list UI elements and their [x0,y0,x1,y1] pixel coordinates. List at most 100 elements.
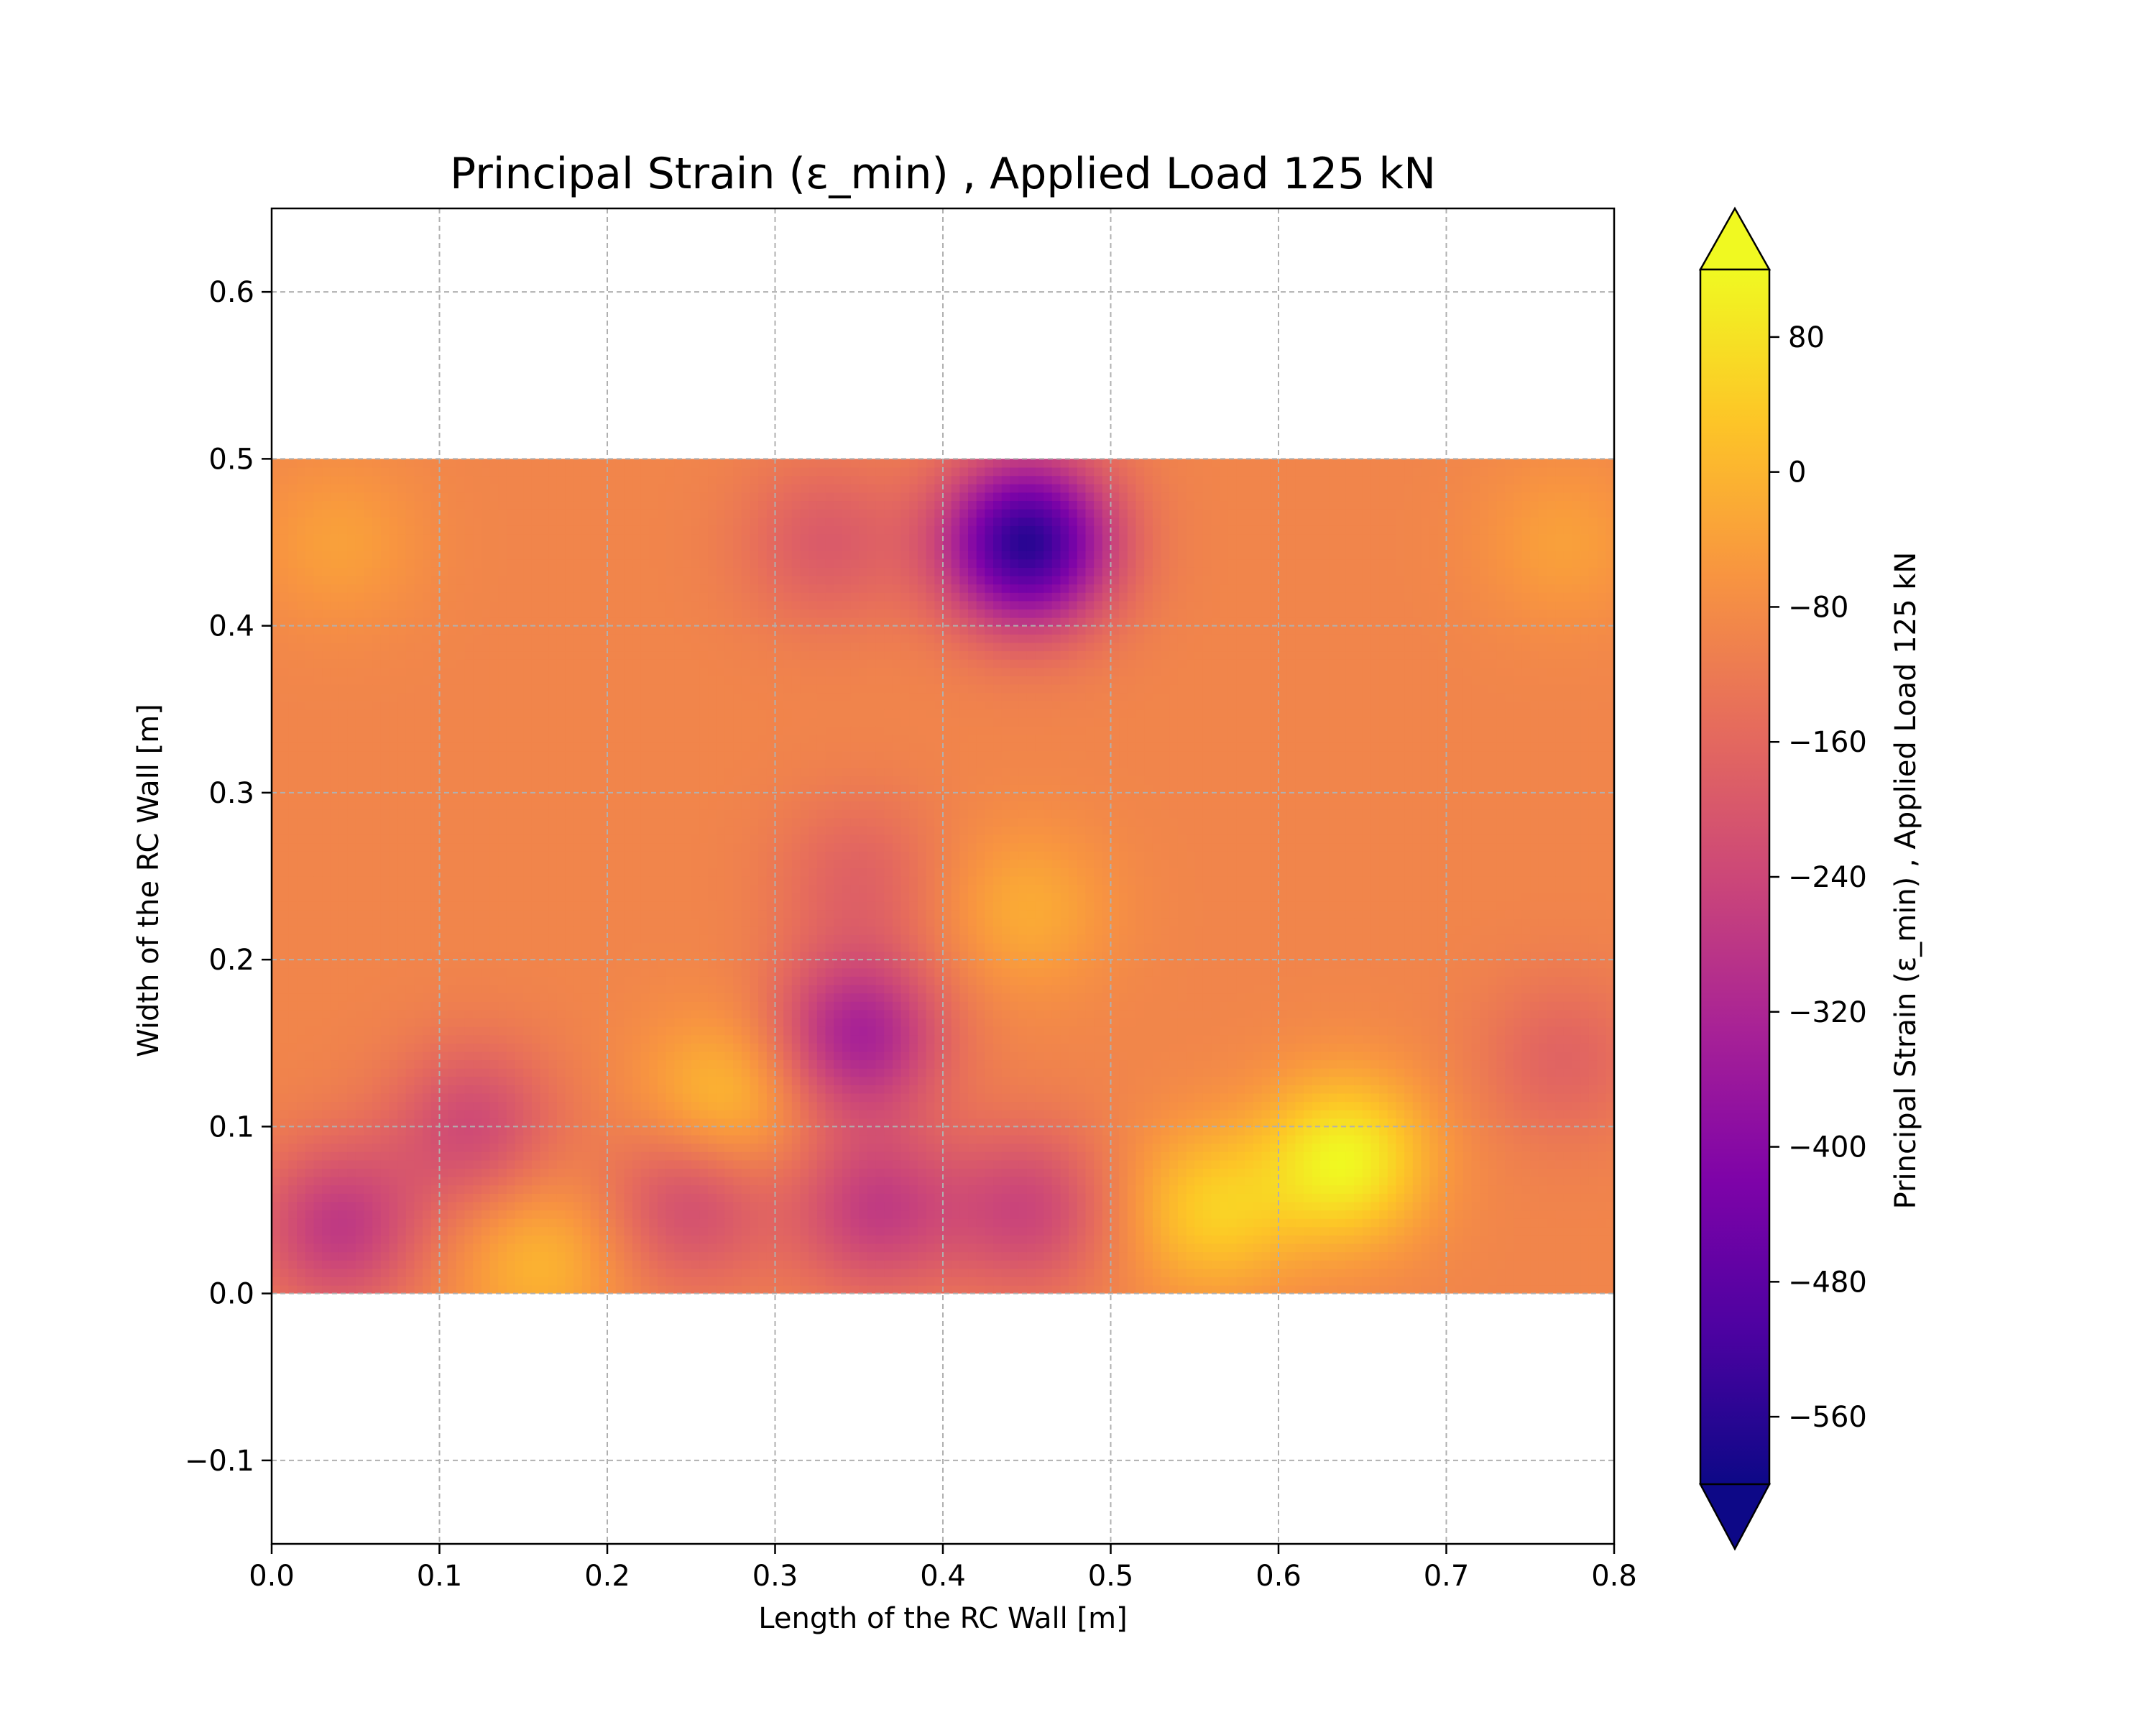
field-cell [943,1177,952,1186]
field-cell [364,1218,373,1228]
field-cell [615,1068,625,1077]
field-cell [1094,1210,1103,1219]
field-cell [842,1110,852,1119]
field-cell [850,1285,860,1294]
field-cell [1085,1168,1095,1177]
field-cell [531,1260,541,1269]
field-cell [1127,1243,1137,1253]
field-cell [1211,1201,1220,1211]
field-cell [1471,1101,1480,1110]
field-cell [305,1159,314,1169]
field-cell [1245,1276,1254,1286]
field-cell [330,1177,339,1186]
field-cell [674,1051,683,1061]
field-cell [1597,1126,1606,1136]
field-cell [473,1177,482,1186]
field-cell [1211,1243,1220,1253]
field-cell [1480,1051,1489,1061]
field-cell [473,1184,482,1194]
field-cell [959,1118,969,1127]
field-cell [313,1051,323,1061]
field-cell [1572,1251,1581,1261]
field-cell [943,1034,952,1044]
chart-title: Principal Strain (ε_min) , Applied Load … [450,149,1436,199]
field-cell [1337,1210,1346,1219]
field-cell [750,1276,759,1286]
field-cell [1580,1285,1590,1294]
field-cell [515,1126,524,1136]
field-cell [380,1251,390,1261]
field-cell [683,1260,692,1269]
field-cell [297,1134,306,1144]
field-cell [531,1243,541,1253]
field-cell [1186,1085,1195,1094]
field-cell [1530,1201,1539,1211]
field-cell [884,1151,893,1161]
field-cell [750,1076,759,1085]
field-cell [1026,1285,1036,1294]
field-cell [993,1051,1003,1061]
field-cell [959,1177,969,1186]
field-cell [590,1276,599,1286]
field-cell [1236,1177,1245,1186]
field-cell [565,1260,574,1269]
field-cell [993,1134,1003,1144]
field-cell [599,1251,608,1261]
field-cell [473,1226,482,1236]
field-cell [816,1218,826,1228]
field-cell [859,1177,868,1186]
field-cell [900,1059,910,1069]
field-cell [1455,1034,1464,1044]
field-cell [347,1193,356,1202]
field-cell [691,1118,701,1127]
field-cell [665,1235,675,1244]
field-cell [581,1285,591,1294]
field-cell [917,1101,927,1110]
field-cell [1186,1151,1195,1161]
field-cell [1044,1134,1053,1144]
field-cell [1236,1059,1245,1069]
field-cell [724,1076,734,1085]
field-cell [867,1143,877,1152]
field-cell [1001,1201,1010,1211]
field-cell [859,1260,868,1269]
field-cell [951,1210,960,1219]
field-cell [1370,1210,1380,1219]
field-cell [640,1285,650,1294]
field-cell [305,1177,314,1186]
field-cell [674,1235,683,1244]
field-cell [917,1076,927,1085]
field-cell [1446,1226,1455,1236]
field-cell [1152,1177,1162,1186]
field-cell [1035,1177,1044,1186]
field-cell [1572,1260,1581,1269]
field-cell [1161,1226,1170,1236]
field-cell [272,1126,281,1136]
field-cell [423,1068,432,1077]
field-cell [1496,1210,1506,1219]
field-cell [1186,1059,1195,1069]
field-cell [825,1151,834,1161]
field-cell [1069,1177,1078,1186]
field-cell [926,1243,935,1253]
field-cell [313,1151,323,1161]
field-cell [741,1101,751,1110]
field-cell [1245,1068,1254,1077]
field-cell [364,1110,373,1119]
field-cell [599,1276,608,1286]
field-cell [1588,1092,1598,1103]
field-cell [909,1143,918,1152]
field-cell [683,1276,692,1286]
field-cell [1035,1110,1044,1119]
field-cell [473,1085,482,1094]
field-cell [791,1092,801,1103]
field-cell [338,1126,348,1136]
field-cell [1455,1126,1464,1136]
field-cell [934,1243,944,1253]
field-cell [766,1034,776,1044]
field-cell [1194,1159,1204,1169]
field-cell [573,1177,583,1186]
field-cell [775,1076,784,1085]
field-cell [1304,1118,1313,1127]
field-cell [816,1101,826,1110]
